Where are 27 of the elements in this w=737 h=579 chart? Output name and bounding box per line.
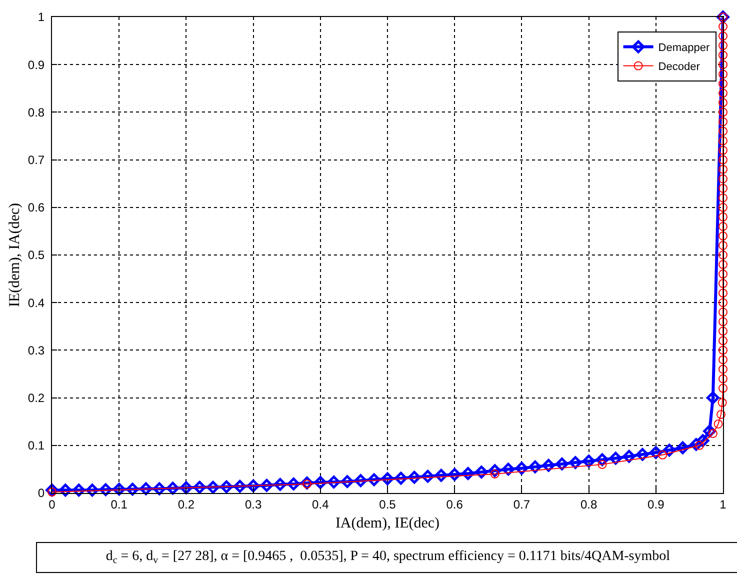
x-tick-label: 0.3 bbox=[244, 497, 262, 512]
legend-label: Decoder bbox=[658, 61, 700, 74]
x-tick-label: 1 bbox=[720, 497, 727, 512]
x-tick-label: 0.6 bbox=[446, 497, 464, 512]
y-axis-title: IE(dem), IA(dec) bbox=[7, 202, 24, 308]
y-tick-label: 0.3 bbox=[28, 343, 45, 358]
y-tick-label: 0.9 bbox=[28, 58, 45, 72]
y-tick-label: 0.2 bbox=[28, 391, 45, 405]
y-tick-label: 0.4 bbox=[28, 296, 45, 310]
x-tick-label: 0.7 bbox=[513, 497, 530, 512]
x-tick-label: 0.1 bbox=[110, 497, 128, 512]
x-tick-label: 0.2 bbox=[178, 497, 195, 512]
x-tick-label: 0.8 bbox=[580, 497, 598, 512]
y-tick-label: 0.1 bbox=[28, 438, 45, 453]
y-tick-label: 0.7 bbox=[28, 153, 45, 167]
x-tick-label: 0.4 bbox=[312, 497, 330, 512]
text: d$_{c}$ = 6, d$_{v}$ = [27 28], α = [0.9465 , 0.0535], P = 40, spectrum efficiency = 0.1171 bits/4QAM-symbol bbox=[106, 549, 670, 566]
legend-label: Demapper bbox=[658, 42, 710, 54]
x-tick-label: 0.9 bbox=[648, 497, 665, 512]
x-tick-label: 0 bbox=[48, 497, 56, 512]
x-tick-label: 0.5 bbox=[379, 497, 396, 512]
y-tick-label: 0 bbox=[38, 486, 45, 500]
y-tick-label: 0.5 bbox=[28, 248, 45, 262]
x-axis-title: IA(dem), IE(dec) bbox=[335, 515, 440, 532]
y-tick-label: 0.6 bbox=[28, 200, 45, 215]
y-tick-label: 1 bbox=[38, 10, 45, 24]
y-tick-label: 0.8 bbox=[28, 105, 45, 120]
